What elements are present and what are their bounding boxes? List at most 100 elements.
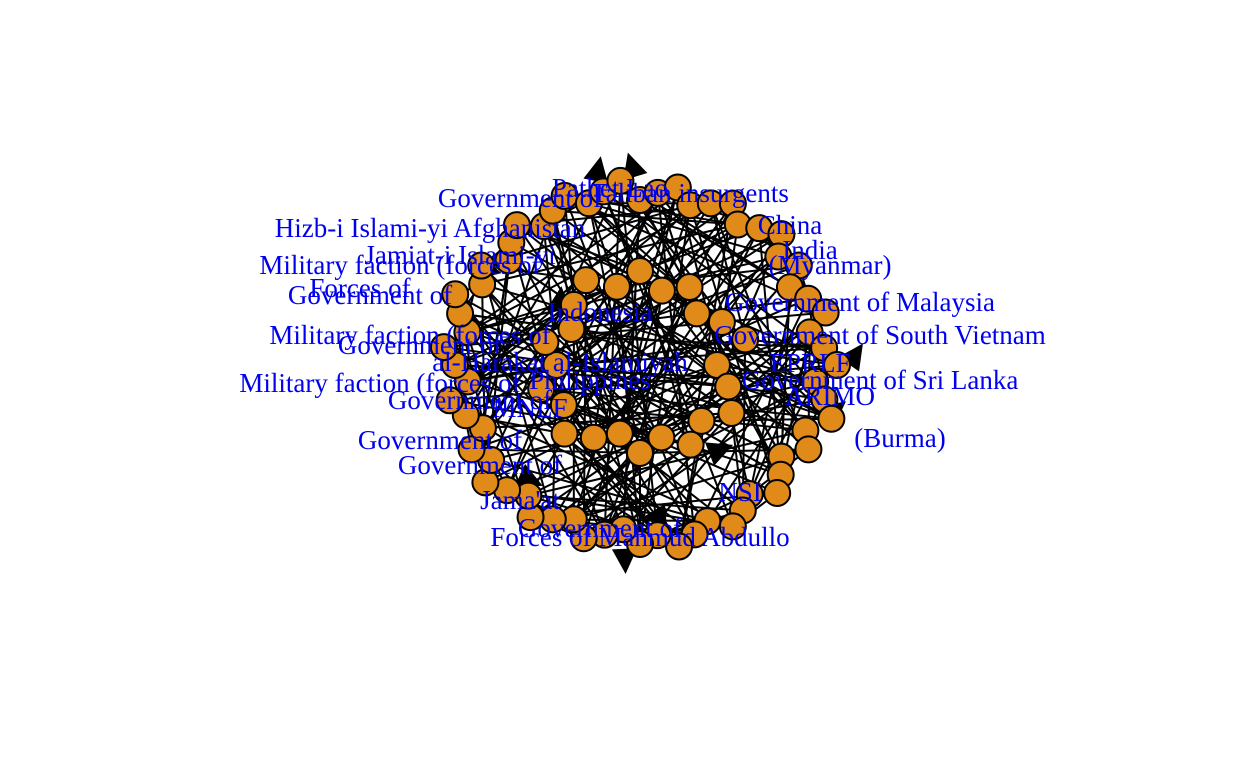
graph-edge	[467, 331, 806, 432]
edge-arrowhead	[838, 343, 863, 372]
graph-node	[549, 391, 578, 419]
node-label: Military faction (forces of	[239, 368, 520, 398]
graph-node	[794, 435, 823, 464]
graph-node	[676, 430, 705, 459]
graph-edge	[592, 286, 618, 438]
node-label: Government of	[398, 450, 562, 480]
graph-edge	[481, 223, 739, 286]
graph-edge	[542, 225, 575, 306]
graph-edge	[459, 312, 572, 330]
node-label: India	[782, 235, 837, 265]
node-label: Jamiat-i Islami-yi	[364, 240, 555, 270]
graph-edge	[516, 224, 663, 439]
node-label: ARIMO	[785, 381, 875, 411]
graph-node	[665, 532, 694, 561]
graph-node	[429, 333, 458, 362]
graph-node	[605, 419, 634, 448]
node-label: Government of	[338, 330, 502, 360]
graph-edge	[618, 187, 679, 434]
node-label: Military faction (forces of	[269, 320, 550, 350]
graph-edge	[480, 265, 554, 520]
graph-node	[675, 273, 704, 302]
node-label: Government of	[438, 183, 602, 213]
node-label: Forces of Mahmud Abdullo	[490, 522, 789, 552]
graph-edge	[571, 312, 697, 330]
graph-node	[527, 375, 556, 404]
node-label: Pathet Lao	[552, 173, 668, 203]
graph-edge	[622, 412, 733, 530]
edge-arrowhead	[611, 548, 638, 574]
graph-edge	[618, 286, 691, 435]
graph-edge	[564, 364, 838, 435]
graph-node	[572, 266, 601, 295]
node-label: Hizb-i Islami-yi Afghanistan	[275, 213, 586, 243]
graph-edge	[481, 283, 709, 522]
edge-arrowhead	[704, 442, 734, 466]
node-label: NSI	[718, 477, 762, 507]
graph-edge	[467, 304, 575, 383]
graph-node	[457, 435, 486, 464]
graph-node	[647, 423, 676, 452]
graph-node	[626, 257, 654, 285]
graph-edge	[603, 180, 622, 535]
node-label: Jama'at	[480, 485, 560, 515]
node-label: Government of South Vietnam	[714, 320, 1046, 350]
node-label: MNLF	[492, 393, 567, 423]
node-label: Government of Sri Lanka	[742, 365, 1019, 395]
node-label: Forces of	[309, 273, 410, 303]
graph-node	[606, 166, 635, 195]
graph-node	[763, 478, 792, 507]
graph-edge	[661, 290, 718, 366]
graph-edge	[639, 331, 811, 545]
node-label: Government of	[358, 425, 522, 455]
edge-arrowhead	[514, 463, 543, 487]
graph-edge	[508, 259, 733, 414]
graph-edge	[639, 270, 692, 445]
node-label: Government of	[388, 385, 552, 415]
graph-edge	[593, 255, 780, 439]
graph-node	[647, 276, 676, 305]
graph-edge	[556, 346, 825, 366]
graph-edge	[602, 191, 703, 422]
graph-edge	[543, 225, 729, 388]
graph-edge	[541, 388, 832, 420]
graph-edge	[619, 180, 807, 432]
node-label: EPRLF	[769, 348, 850, 378]
graph-edge	[562, 404, 659, 536]
graph-node	[550, 419, 579, 448]
graph-edge	[563, 297, 809, 406]
graph-node	[602, 272, 631, 301]
graph-edge	[467, 285, 618, 333]
graph-edge	[490, 180, 622, 461]
graph-node	[435, 386, 464, 415]
graph-node	[441, 280, 470, 309]
graph-node	[731, 325, 760, 354]
node-label: Military faction (forces of	[259, 250, 540, 280]
edge-arrowhead	[583, 156, 609, 184]
graph-node	[682, 299, 711, 328]
node-label: Philippines	[529, 365, 651, 395]
node-label: (Myanmar)	[769, 250, 892, 280]
graph-node	[531, 327, 560, 356]
node-label: (Burma)	[854, 423, 945, 453]
graph-node	[579, 423, 608, 452]
graph-node	[542, 351, 571, 379]
graph-node	[687, 406, 716, 435]
node-label: Government of	[288, 280, 452, 310]
node-label: Taliban insurgents	[591, 178, 789, 208]
graph-edge	[481, 283, 680, 548]
node-label: China	[758, 210, 823, 240]
graph-edge	[587, 202, 618, 288]
graph-edge	[709, 202, 810, 450]
node-label: Government of	[518, 513, 682, 543]
graph-edge	[619, 180, 782, 476]
graph-node	[717, 399, 746, 427]
graph-node	[626, 439, 654, 467]
node-label: Indonesia	[548, 297, 653, 327]
graph-node	[707, 308, 736, 336]
graph-edge	[709, 203, 747, 340]
node-label: al-Harakat al-Islamiyah	[432, 347, 688, 377]
graph-edge	[588, 202, 779, 258]
